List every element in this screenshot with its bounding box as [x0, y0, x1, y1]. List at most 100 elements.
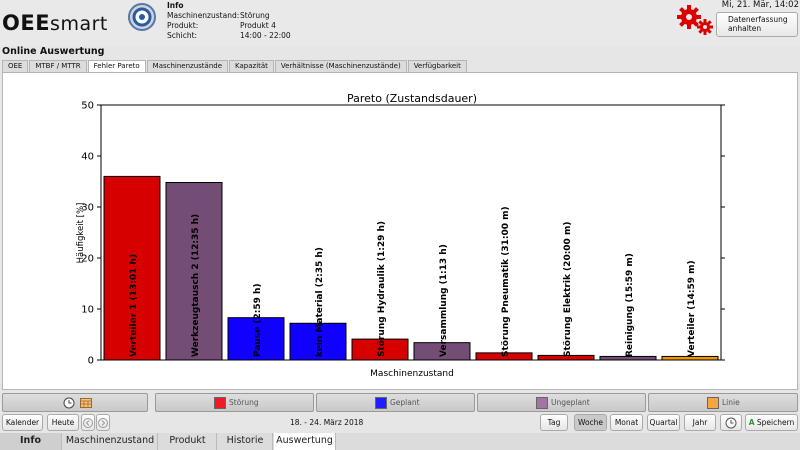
datenerfassung-anhalten-button[interactable]: Datenerfassung anhalten	[716, 12, 798, 37]
bar	[227, 317, 285, 361]
clock-settings-button[interactable]	[720, 414, 742, 431]
app-header: OEEsmart Info Maschinenzustand: Störung P…	[0, 0, 800, 57]
clock-icon[interactable]	[63, 397, 75, 409]
info-key: Maschinenzustand:	[167, 11, 240, 20]
y-tick-label: 40	[81, 152, 94, 163]
info-key: Produkt:	[167, 21, 199, 30]
info-key: Schicht:	[167, 31, 198, 40]
logo-bold: OEE	[2, 11, 51, 35]
bar-label: Versammlung (1:13 h)	[439, 244, 449, 357]
bar-label: Werkzeugtausch 2 (12:35 h)	[191, 214, 201, 357]
logo-light: smart	[50, 13, 108, 35]
nav-info[interactable]: Info	[0, 433, 62, 450]
bar	[103, 175, 161, 361]
y-tick-label: 0	[88, 356, 94, 367]
info-value: 14:00 - 22:00	[240, 31, 291, 40]
info-row: Schicht: 14:00 - 22:00	[167, 31, 291, 41]
jahr-button[interactable]: Jahr	[684, 414, 716, 431]
legend-item-stoerung[interactable]: Störung	[155, 393, 314, 412]
clock-icon	[725, 417, 737, 429]
legend-item-linie[interactable]: Linie	[648, 393, 798, 412]
tab-mtbf-mttr[interactable]: MTBF / MTTR	[29, 60, 87, 72]
info-row: Maschinenzustand: Störung	[167, 11, 291, 21]
bar-label: Störung Elektrik (20:00 m)	[563, 222, 573, 357]
nav-historie[interactable]: Historie	[218, 433, 273, 450]
x-axis-label: Maschinenzustand	[370, 369, 454, 379]
speichern-label: Speichern	[756, 418, 795, 427]
button-label-line2: anhalten	[728, 24, 762, 33]
tab-bar: OEE MTBF / MTTR Fehler Pareto Maschinenz…	[2, 60, 468, 73]
section-title: Online Auswertung	[2, 46, 105, 57]
gears-icon	[677, 5, 713, 35]
y-tick-label: 10	[81, 305, 94, 316]
bar-label: Verteiler 1 (13:01 h)	[129, 254, 139, 357]
bar	[165, 182, 223, 361]
bar-label: Pause (2:59 h)	[253, 283, 263, 357]
arrow-left-icon	[83, 418, 93, 428]
y-tick-label: 50	[81, 101, 94, 112]
legend-swatch-stoerung	[214, 397, 226, 409]
bar-label: Störung Pneumatik (31:00 m)	[501, 206, 511, 357]
legend-label: Ungeplant	[551, 398, 590, 407]
legend-bar: Störung Geplant Ungeplant Linie	[0, 393, 800, 412]
view-toggle-cell[interactable]	[2, 393, 148, 412]
tab-oee[interactable]: OEE	[2, 60, 29, 72]
bar-label: Verteiler (14:59 m)	[687, 260, 697, 357]
kalender-button[interactable]: Kalender	[2, 414, 43, 431]
legend-label: Geplant	[390, 398, 420, 407]
info-row: Produkt: Produkt 4	[167, 21, 291, 31]
woche-button[interactable]: Woche	[574, 414, 607, 431]
date-range: 18. - 24. März 2018	[290, 418, 364, 427]
info-title: Info	[167, 1, 184, 10]
chart-title: Pareto (Zustandsdauer)	[347, 92, 477, 105]
nav-auswertung[interactable]: Auswertung	[274, 433, 336, 450]
app-logo: OEEsmart	[2, 11, 108, 35]
legend-item-ungeplant[interactable]: Ungeplant	[477, 393, 646, 412]
legend-swatch-ungeplant	[536, 397, 548, 409]
plot-frame	[100, 104, 722, 361]
nav-maschinenzustand[interactable]: Maschinenzustand	[63, 433, 158, 450]
legend-label: Linie	[722, 398, 740, 407]
button-label-line1: Datenerfassung	[728, 15, 788, 24]
bar	[289, 322, 347, 361]
tab-verhaeltnisse[interactable]: Verhältnisse (Maschinenzustände)	[274, 60, 407, 72]
bar-label: Störung Hydraulik (1:29 h)	[377, 221, 387, 357]
info-block: Info Maschinenzustand: Störung Produkt: Pr…	[167, 1, 291, 41]
legend-swatch-geplant	[375, 397, 387, 409]
next-button[interactable]	[96, 414, 110, 431]
logo-cog-icon	[128, 3, 156, 31]
bar	[599, 355, 657, 361]
tab-maschinenzustaende[interactable]: Maschinenzustände	[146, 60, 229, 72]
y-tick-label: 20	[81, 254, 94, 265]
speichern-button[interactable]: A Speichern	[745, 414, 798, 431]
date-toolbar: Kalender Heute 18. - 24. März 2018 Tag W…	[0, 413, 800, 433]
tab-kapazitaet[interactable]: Kapazität	[229, 60, 274, 72]
bar	[661, 355, 719, 361]
info-value: Störung	[240, 11, 270, 20]
bar	[413, 342, 471, 361]
legend-swatch-linie	[707, 397, 719, 409]
bar-label: Reinigung (15:59 m)	[625, 253, 635, 357]
bar	[475, 352, 533, 361]
quartal-button[interactable]: Quartal	[647, 414, 680, 431]
plot-area: 0 10 20 30 40 50 Verteiler 1 (13:01 h) Werkzeug…	[81, 101, 725, 367]
datetime: Mi, 21. Mär, 14:02	[721, 0, 799, 10]
heute-button[interactable]: Heute	[47, 414, 79, 431]
bar-label: kein Material (2:35 h)	[315, 247, 325, 357]
legend-item-geplant[interactable]: Geplant	[316, 393, 475, 412]
y-axis-label: Häufigkeit [%]	[76, 203, 86, 264]
monat-button[interactable]: Monat	[610, 414, 643, 431]
y-tick-label: 30	[81, 203, 94, 214]
calendar-icon[interactable]	[80, 398, 92, 408]
bottom-nav: Info Maschinenzustand Produkt Historie A…	[0, 433, 800, 450]
tab-fehler-pareto[interactable]: Fehler Pareto	[87, 60, 146, 73]
pareto-chart: Pareto (Zustandsdauer) 0 10 20 30 40 50 Vertei…	[76, 92, 725, 379]
nav-produkt[interactable]: Produkt	[159, 433, 217, 450]
legend-label: Störung	[229, 398, 259, 407]
info-value: Produkt 4	[240, 21, 276, 30]
tab-verfuegbarkeit[interactable]: Verfügbarkeit	[407, 60, 467, 72]
previous-button[interactable]	[81, 414, 95, 431]
bar	[351, 338, 409, 361]
chart-panel: Pareto (Zustandsdauer) 0 10 20 30 40 50 Vertei…	[2, 72, 798, 390]
tag-button[interactable]: Tag	[540, 414, 568, 431]
